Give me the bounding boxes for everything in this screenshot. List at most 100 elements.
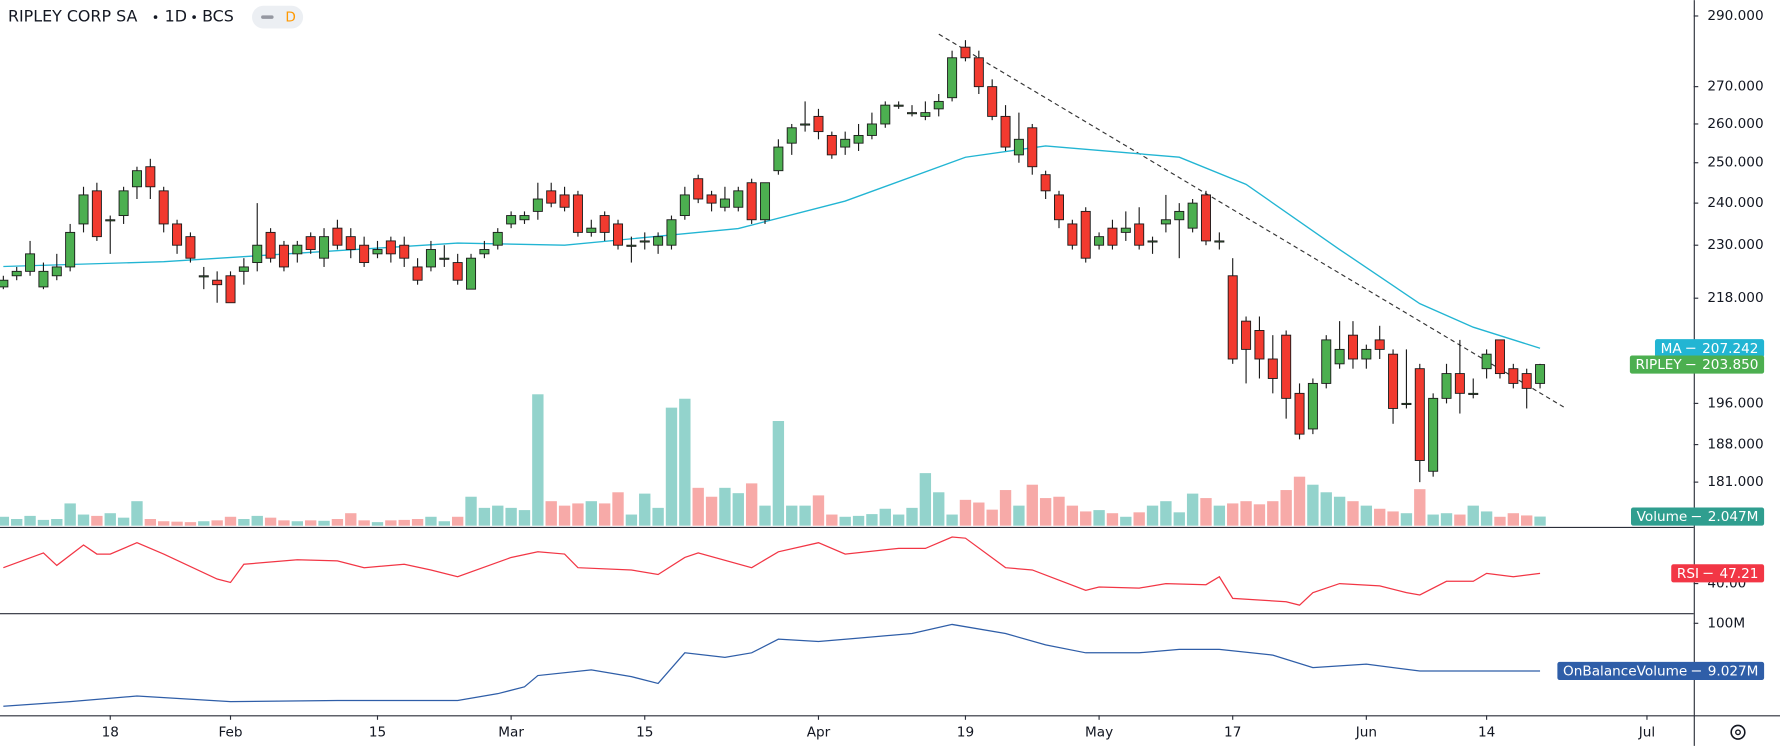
volume-bar	[1227, 503, 1239, 526]
candle-body	[760, 182, 771, 221]
volume-bar	[211, 520, 223, 526]
settings-icon[interactable]	[1730, 724, 1746, 740]
candle-body	[1307, 382, 1318, 430]
candle-body	[933, 100, 944, 110]
indicator-badge: 47.21 RSI	[1671, 564, 1765, 583]
volume-bar	[1039, 498, 1052, 526]
volume-bar	[585, 501, 597, 526]
candle-body	[131, 170, 142, 188]
volume-bar	[104, 513, 116, 526]
volume-bar	[826, 514, 838, 526]
trend-line	[938, 33, 1567, 410]
volume-bar	[1494, 516, 1506, 526]
volume-bar	[946, 514, 958, 526]
volume-bar	[358, 520, 370, 526]
x-tick-label: 14	[1478, 724, 1495, 740]
volume-bar	[1160, 501, 1172, 526]
volume-bar	[238, 519, 250, 526]
volume-bar	[999, 490, 1012, 526]
candle-body	[613, 223, 624, 246]
candle-body	[626, 244, 637, 247]
status-pill[interactable]	[252, 5, 304, 29]
volume-bar	[131, 501, 143, 526]
y-tick-label: 181.000	[1707, 474, 1763, 490]
symbol: RIPLEY CORP SA	[8, 7, 138, 26]
volume-bar	[1440, 513, 1453, 526]
indicator-badge-name: OnBalanceVolume	[1563, 664, 1687, 680]
candle-body	[145, 166, 156, 188]
candle-body	[198, 275, 209, 278]
volume-bar	[1387, 511, 1399, 526]
candle-body	[439, 257, 450, 260]
volume-bar	[117, 517, 130, 526]
volume-bar	[933, 492, 945, 526]
y-tick-label: 196.000	[1707, 395, 1763, 411]
candle-body	[265, 231, 276, 259]
candle-body	[105, 219, 116, 222]
candle-body	[319, 236, 330, 259]
volume-bar	[1200, 498, 1212, 526]
candle-body	[305, 236, 316, 250]
candle-body	[185, 236, 196, 259]
candle-body	[586, 227, 597, 233]
candle-body	[907, 112, 918, 115]
candle-body	[1521, 373, 1532, 389]
y-tick-label: 250.000	[1707, 155, 1763, 171]
candle-body	[920, 112, 931, 117]
candle-body	[372, 249, 383, 255]
candle-body	[1414, 368, 1425, 461]
moving-average	[3, 145, 1541, 349]
candle-body	[1013, 138, 1024, 156]
candle-body	[466, 257, 477, 290]
volume-bar	[959, 499, 972, 526]
candle-body	[679, 194, 690, 217]
candle-body	[987, 86, 998, 117]
volume-bar	[692, 487, 704, 526]
candle-body	[880, 104, 891, 125]
candle-body	[546, 190, 557, 204]
volume-bar	[398, 519, 410, 526]
candle-body	[278, 244, 289, 268]
candle-body	[1281, 334, 1292, 399]
volume-bar	[1013, 505, 1025, 526]
volume-bar	[1093, 510, 1105, 526]
candle-body	[1454, 373, 1465, 394]
volume-bar	[1307, 484, 1319, 526]
candle-body	[506, 215, 517, 225]
volume-badge-value: 2.047M	[1708, 509, 1759, 525]
indicator-badge: 9.027M OnBalanceVolume	[1557, 661, 1765, 681]
volume-bar	[679, 398, 691, 526]
status-icon	[261, 15, 274, 19]
indicator-badge-value: 9.027M	[1708, 664, 1759, 680]
volume-bar	[1414, 489, 1426, 526]
candle-body	[1267, 358, 1278, 379]
y-tick-label: 218.000	[1707, 290, 1763, 306]
price-badge-name: RIPLEY	[1636, 357, 1683, 373]
delay-badge: D	[285, 10, 295, 26]
volume-bar	[665, 407, 678, 526]
x-tick-label: 19	[957, 724, 974, 740]
candle-body	[1321, 339, 1332, 384]
volume-bar	[1146, 505, 1159, 526]
volume-bar	[264, 517, 277, 526]
gear[interactable]	[1730, 724, 1746, 740]
candle-body	[1401, 402, 1412, 405]
x-tick-label: Jul	[1638, 724, 1655, 740]
candle-body	[1187, 202, 1198, 229]
candle-body	[773, 146, 784, 172]
volume-bar	[1080, 511, 1092, 526]
candle-body	[813, 115, 824, 133]
candle-body	[800, 123, 811, 126]
candle-body	[1347, 334, 1358, 360]
volume-bar	[1213, 505, 1226, 526]
candle-body	[78, 194, 89, 225]
candle-body	[1227, 275, 1238, 360]
y-tick-label: 100M	[1707, 615, 1745, 631]
volume-bar	[839, 516, 851, 526]
candle-body	[1374, 339, 1385, 350]
volume-bar	[77, 514, 90, 526]
candle-body	[1027, 127, 1038, 168]
volume-bar	[505, 507, 517, 526]
candle-body	[893, 104, 904, 107]
candle-body	[519, 215, 530, 221]
